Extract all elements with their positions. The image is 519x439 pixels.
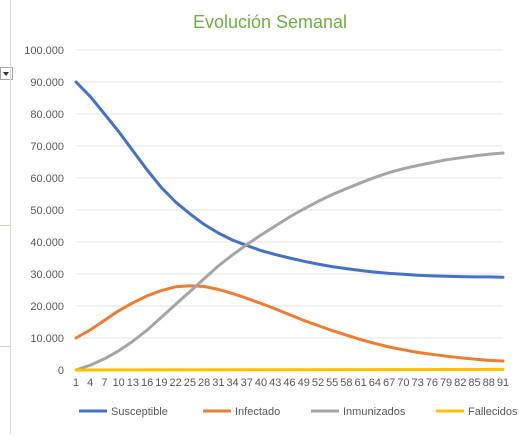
y-tick-label: 0	[58, 365, 64, 377]
chart-area[interactable]: Evolución Semanal 0 10.000 20.000 30.000 40.…	[10, 0, 519, 434]
x-tick-label: 43	[269, 377, 281, 389]
x-tick-label: 37	[241, 377, 253, 389]
line-chart: Evolución Semanal 0 10.000 20.000 30.000 40.…	[24, 12, 518, 418]
x-tick-label: 70	[397, 377, 409, 389]
x-tick-label: 76	[426, 377, 438, 389]
x-tick-label: 7	[101, 377, 107, 389]
x-tick-label: 28	[198, 377, 210, 389]
chart-title: Evolución Semanal	[193, 12, 347, 32]
x-tick-label: 22	[170, 377, 182, 389]
y-tick-label: 100.000	[24, 45, 64, 57]
legend-label: Susceptible	[111, 406, 168, 418]
x-tick-label: 13	[127, 377, 139, 389]
y-tick-label: 90.000	[30, 77, 64, 89]
y-tick-label: 70.000	[30, 141, 64, 153]
legend-label: Inmunizados	[343, 406, 406, 418]
x-tick-label: 16	[141, 377, 153, 389]
x-tick-label: 31	[212, 377, 224, 389]
legend-label: Infectado	[235, 406, 280, 418]
x-tick-label: 19	[155, 377, 167, 389]
x-tick-label: 61	[355, 377, 367, 389]
x-tick-label: 85	[468, 377, 480, 389]
x-tick-label: 4	[87, 377, 93, 389]
x-tick-label: 34	[226, 377, 238, 389]
series-line-inmunizados[interactable]	[74, 151, 505, 372]
x-tick-label: 52	[312, 377, 324, 389]
x-tick-label: 46	[283, 377, 295, 389]
filter-dropdown-button[interactable]	[0, 67, 13, 80]
sheet-divider	[0, 225, 10, 226]
x-tick-label: 10	[113, 377, 125, 389]
x-tick-label: 40	[255, 377, 267, 389]
y-tick-label: 80.000	[30, 109, 64, 121]
x-tick-label: 82	[454, 377, 466, 389]
series-line-susceptible[interactable]	[74, 80, 505, 279]
x-tick-label: 73	[411, 377, 423, 389]
sheet-divider	[0, 346, 10, 347]
x-tick-label: 55	[326, 377, 338, 389]
x-tick-label: 88	[483, 377, 495, 389]
y-tick-label: 20.000	[30, 301, 64, 313]
y-tick-label: 10.000	[30, 333, 64, 345]
y-tick-label: 50.000	[30, 205, 64, 217]
x-tick-label: 58	[340, 377, 352, 389]
y-tick-label: 30.000	[30, 269, 64, 281]
x-tick-label: 49	[298, 377, 310, 389]
x-tick-label: 25	[184, 377, 196, 389]
x-tick-label: 79	[440, 377, 452, 389]
y-tick-label: 40.000	[30, 237, 64, 249]
x-tick-label: 1	[73, 377, 79, 389]
legend-label: Fallecidos	[468, 406, 518, 418]
x-tick-label: 91	[497, 377, 509, 389]
x-tick-label: 64	[369, 377, 381, 389]
y-tick-label: 60.000	[30, 173, 64, 185]
dropdown-arrow-icon	[3, 72, 9, 76]
series-line-infectado[interactable]	[74, 284, 505, 363]
x-tick-label: 67	[383, 377, 395, 389]
series-line-fallecidos[interactable]	[74, 367, 505, 372]
